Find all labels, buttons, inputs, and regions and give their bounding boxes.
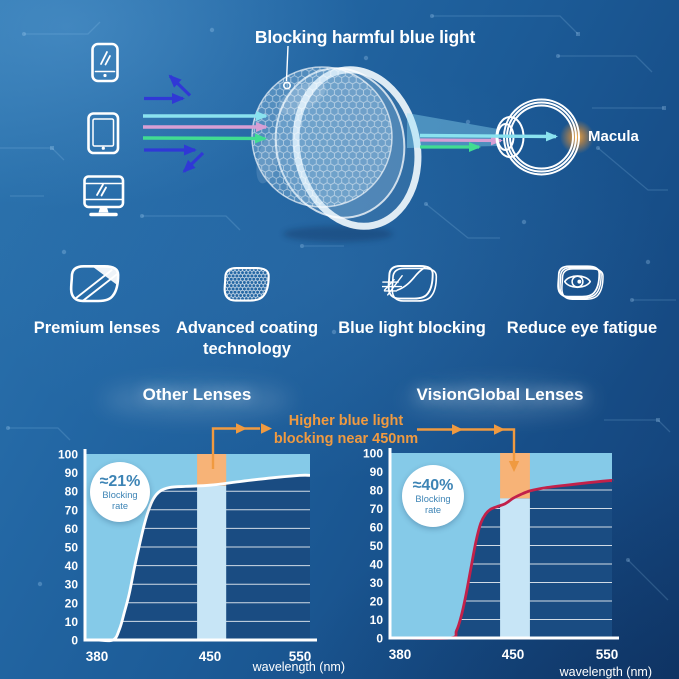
svg-text:20: 20 (370, 595, 384, 609)
feature-label-reduce-eye-fatigue: Reduce eye fatigue (506, 319, 658, 337)
svg-text:wavelength (nm): wavelength (nm) (559, 665, 652, 679)
monitor-icon (83, 175, 125, 217)
hero-diagram (83, 42, 594, 242)
passing-light-rays (142, 111, 268, 144)
svg-text:450: 450 (502, 647, 525, 662)
hero-title: Blocking harmful blue light (254, 27, 476, 47)
annotation-line2: blocking near 450nm (273, 431, 419, 447)
svg-text:40: 40 (370, 558, 384, 572)
callout-line (282, 45, 291, 90)
badge-value: ≈40% (412, 477, 454, 494)
chart-title-visionglobal-lenses: VisionGlobal Lenses (416, 385, 584, 404)
eye-diagram (419, 98, 594, 176)
feature-label-premium-lenses: Premium lenses (33, 319, 161, 337)
svg-text:100: 100 (58, 448, 78, 462)
badge-label: Blocking (415, 494, 451, 504)
title-glow (102, 384, 292, 416)
svg-text:550: 550 (596, 647, 619, 662)
feature-label-blue-light-blocking: Blue light blocking (338, 319, 486, 337)
feature-label-advanced-coating: Advanced coating technology (175, 319, 319, 358)
chart-title-other-lenses: Other Lenses (142, 385, 252, 404)
svg-text:0: 0 (376, 632, 383, 646)
svg-text:20: 20 (65, 596, 79, 610)
svg-text:80: 80 (370, 484, 384, 498)
svg-text:380: 380 (86, 649, 109, 664)
svg-text:100: 100 (363, 447, 383, 461)
svg-text:30: 30 (65, 578, 79, 592)
badge-label: rate (111, 500, 129, 511)
svg-text:50: 50 (65, 541, 79, 555)
badge-value: ≈21% (99, 473, 141, 490)
annotation-higher-blocking: Higher blue light blocking near 450nm (250, 412, 442, 448)
svg-text:wavelength (nm): wavelength (nm) (252, 660, 345, 674)
smartphone-icon (91, 42, 119, 83)
blocking-chart-visionglobal-lenses: 0 10 20 30 40 50 60 70 80 90 100 380 450 550 wavelengt… (363, 447, 652, 679)
svg-text:80: 80 (65, 485, 79, 499)
svg-text:40: 40 (65, 559, 79, 573)
reduce-eye-fatigue-icon (557, 265, 604, 300)
annotation-line1: Higher blue light (288, 413, 404, 429)
blocking-rate-badge-visionglobal: ≈40% Blocking rate (402, 465, 464, 527)
title-glow (405, 384, 595, 416)
svg-text:550: 550 (289, 649, 312, 664)
svg-text:60: 60 (65, 522, 79, 536)
svg-text:0: 0 (71, 634, 78, 648)
svg-text:10: 10 (65, 615, 79, 629)
blocking-rate-badge-other: ≈21% Blocking rate (90, 462, 150, 522)
macula-label: Macula (588, 128, 639, 145)
focused-beam (407, 113, 498, 148)
badge-label: rate (424, 504, 442, 515)
coated-lens (251, 66, 422, 242)
svg-text:50: 50 (370, 539, 384, 553)
badge-label: Blocking (102, 490, 138, 500)
premium-lenses-icon (69, 265, 120, 303)
svg-text:10: 10 (370, 613, 384, 627)
blue-light-bounce-arrows (144, 74, 205, 173)
svg-text:450: 450 (199, 649, 222, 664)
svg-text:30: 30 (370, 576, 384, 590)
svg-text:90: 90 (370, 465, 384, 479)
svg-text:60: 60 (370, 521, 384, 535)
blue-light-blocking-icon (382, 265, 438, 302)
eye-icon (563, 275, 592, 289)
svg-text:70: 70 (370, 502, 384, 516)
tablet-icon (87, 112, 120, 155)
svg-text:90: 90 (65, 466, 79, 480)
refracted-rays (419, 135, 503, 152)
svg-text:380: 380 (389, 647, 412, 662)
svg-text:70: 70 (65, 503, 79, 517)
advanced-coating-icon (223, 266, 270, 302)
